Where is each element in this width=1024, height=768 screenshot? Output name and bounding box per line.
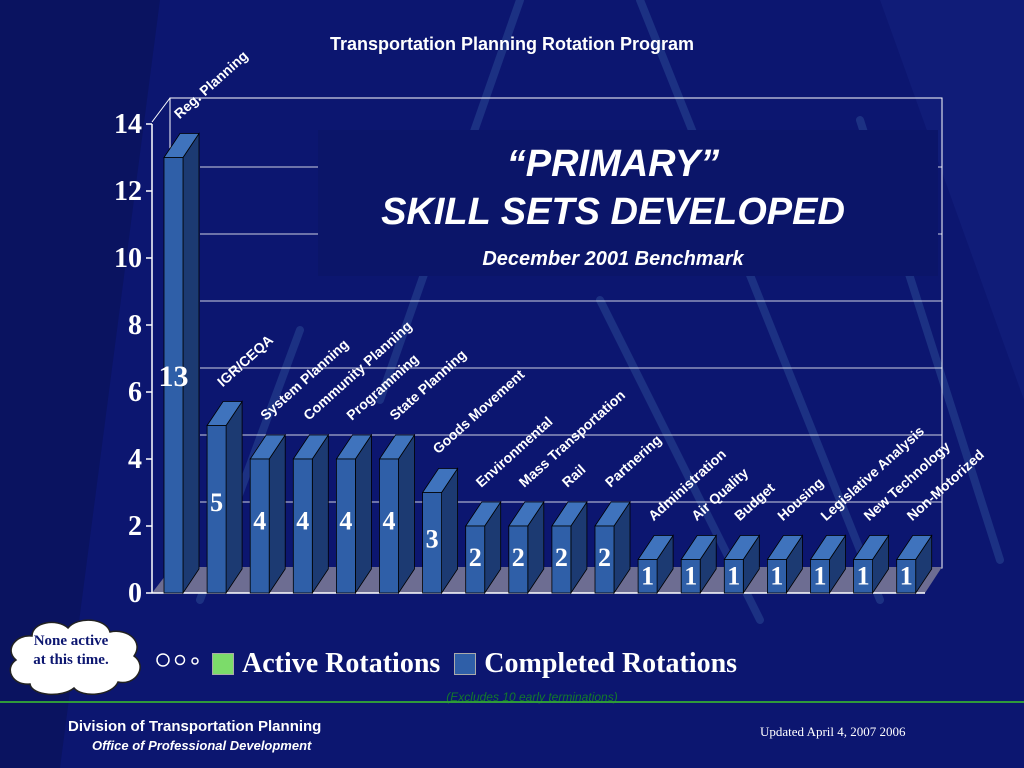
legend-swatch-completed [454, 653, 477, 675]
bar-value-label: 5 [210, 488, 223, 517]
title-panel [318, 130, 938, 276]
bar-front [379, 458, 399, 594]
category-label: State Planning [386, 346, 469, 423]
bar: 2 [464, 500, 502, 595]
bar-value-label: 1 [641, 562, 654, 591]
bar: 3 [421, 467, 459, 595]
bar: 4 [292, 433, 330, 595]
office-name: Office of Professional Development [92, 738, 312, 753]
category-label: Housing [774, 474, 826, 523]
bar: 4 [378, 433, 416, 595]
footer-divider [0, 701, 1024, 703]
bar-front [292, 458, 313, 594]
bar-front [594, 525, 615, 594]
bar-front [551, 525, 572, 594]
bar-value-label: 4 [383, 506, 396, 535]
bar: 4 [335, 433, 373, 595]
category-label: Reg. Planning [171, 47, 251, 121]
y-tick-label: 10 [114, 243, 142, 274]
bar-front [249, 458, 270, 594]
y-tick-label: 0 [128, 578, 142, 609]
bar: 2 [551, 500, 588, 595]
bar-value-label: 1 [770, 562, 783, 591]
bar-side [311, 433, 329, 595]
legend-swatch-active [212, 653, 234, 675]
bar-front [680, 559, 701, 594]
category-label: IGR/CEQA [214, 332, 276, 390]
slide-title: Transportation Planning Rotation Program [329, 34, 695, 54]
bar-front [767, 559, 787, 594]
bar-front [508, 525, 529, 594]
bar-side [268, 433, 286, 595]
y-tick-label: 8 [128, 310, 142, 341]
y-tick-label: 4 [128, 444, 142, 475]
y-tick-label: 14 [114, 109, 142, 140]
bar-value-label: 1 [900, 562, 913, 591]
bar-front [206, 425, 227, 594]
bar: 4 [249, 433, 286, 595]
bar-front [810, 559, 830, 594]
bar-value-label: 2 [598, 543, 611, 572]
bar-side [354, 433, 372, 595]
bar: 1 [723, 534, 761, 595]
legend-label-active: Active Rotations [242, 648, 441, 679]
bar: 1 [680, 534, 717, 595]
chart-title: “PRIMARY” SKILL SETS DEVELOPED [318, 140, 908, 236]
bar: 1 [637, 534, 674, 595]
bar-front [896, 559, 917, 594]
bar-value-label: 2 [469, 543, 482, 572]
chart-title-line1: “PRIMARY” [506, 143, 720, 185]
category-label: Environmental [473, 413, 556, 490]
bar-value-label: 1 [684, 562, 697, 591]
bar: 1 [766, 534, 804, 595]
bar-front [637, 559, 658, 594]
chart-title-line2: SKILL SETS DEVELOPED [381, 191, 845, 233]
bar-value-label: 13 [159, 360, 189, 393]
bar-front [465, 525, 486, 594]
bar-value-label: 1 [814, 562, 827, 591]
bar-value-label: 2 [555, 543, 568, 572]
bar: 1 [852, 534, 890, 595]
bar-series-completed: 13 5 4 4 4 4 3 2 2 2 2 1 1 1 1 1 1 1 [159, 132, 933, 595]
category-label: Non-Motorized [904, 446, 988, 523]
y-tick-label: 12 [114, 176, 142, 207]
bar-value-label: 3 [426, 525, 439, 554]
bar-value-label: 1 [727, 562, 740, 591]
bar-value-label: 1 [857, 562, 870, 591]
category-label: Rail [559, 461, 589, 490]
bar: 1 [809, 534, 847, 595]
bar-value-label: 4 [339, 506, 352, 535]
axis-depth-line [151, 97, 171, 123]
bar-front [163, 157, 184, 594]
bar-side [225, 400, 243, 595]
bar-value-label: 4 [253, 506, 266, 535]
bar-front [723, 559, 744, 594]
bar-value-label: 2 [512, 543, 525, 572]
chart-subtitle: December 2001 Benchmark [482, 248, 744, 270]
footnote: (Excludes 10 early terminations) [446, 690, 618, 704]
cloud-note: None active at this time. [33, 633, 109, 668]
bar: 5 [206, 400, 243, 595]
bar-front [335, 458, 356, 594]
legend: Active Rotations Completed Rotations [212, 644, 737, 684]
bar-side [398, 433, 415, 595]
y-tick-label: 2 [128, 511, 142, 542]
bar-front [853, 559, 873, 594]
callout-bubbles-icon [156, 653, 199, 667]
bar: 1 [895, 534, 933, 595]
division-name: Division of Transportation Planning [68, 718, 322, 735]
bar-front [422, 492, 443, 594]
bar: 2 [508, 500, 545, 595]
bar-value-label: 4 [296, 506, 309, 535]
bar: 2 [594, 500, 631, 595]
updated-date: Updated April 4, 2007 2006 [760, 724, 906, 739]
category-label: Partnering [602, 431, 665, 490]
bar-chart: 0 2 4 6 8 10 12 14 13 5 4 4 4 4 3 2 2 2 2 1 1 1 1 1 1 1 Reg. Pla… [114, 47, 987, 609]
bar: 13 [159, 132, 200, 595]
cloud-callout-icon [9, 619, 141, 696]
legend-label-completed: Completed Rotations [484, 648, 738, 679]
y-tick-label: 6 [128, 377, 142, 408]
